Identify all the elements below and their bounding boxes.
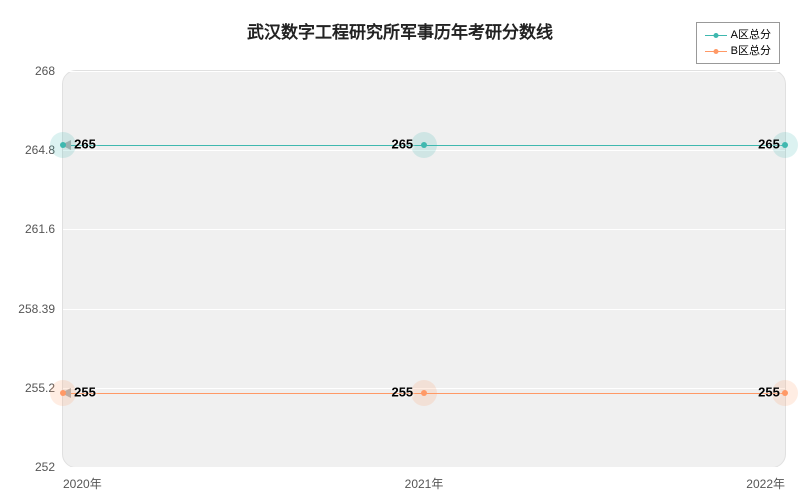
legend-dot-a [713,33,718,38]
x-tick-label: 2022年 [746,467,785,492]
point-dot [782,142,788,148]
y-tick-label: 268 [35,64,63,78]
point-label: 255 [391,384,413,399]
x-tick-label: 2021年 [405,467,444,492]
point-label: 265 [758,137,780,152]
point-label: 255 [74,384,96,399]
legend-dot-b [713,49,718,54]
legend-label-a: A区总分 [731,27,771,43]
point-dot [60,142,66,148]
y-tick-label: 258.39 [18,302,63,316]
gridline [63,229,785,230]
chart-container: 武汉数字工程研究所军事历年考研分数线 A区总分 B区总分 252255.2258… [0,0,800,500]
legend-line-b [705,51,727,52]
chart-title: 武汉数字工程研究所军事历年考研分数线 [0,18,800,43]
legend-label-b: B区总分 [731,43,771,59]
y-tick-label: 252 [35,460,63,474]
point-label: 265 [74,137,96,152]
point-label: 255 [758,384,780,399]
legend: A区总分 B区总分 [696,22,780,64]
point-label: 265 [391,137,413,152]
legend-line-a [705,35,727,36]
point-dot [782,390,788,396]
legend-item-b: B区总分 [705,43,771,59]
gridline [63,71,785,72]
legend-item-a: A区总分 [705,27,771,43]
y-tick-label: 261.6 [25,222,63,236]
point-dot [421,390,427,396]
gridline [63,309,785,310]
point-dot [421,142,427,148]
x-tick-label: 2020年 [63,467,102,492]
plot-area: 252255.2258.39261.6264.82682020年2021年202… [62,70,786,468]
point-dot [60,390,66,396]
